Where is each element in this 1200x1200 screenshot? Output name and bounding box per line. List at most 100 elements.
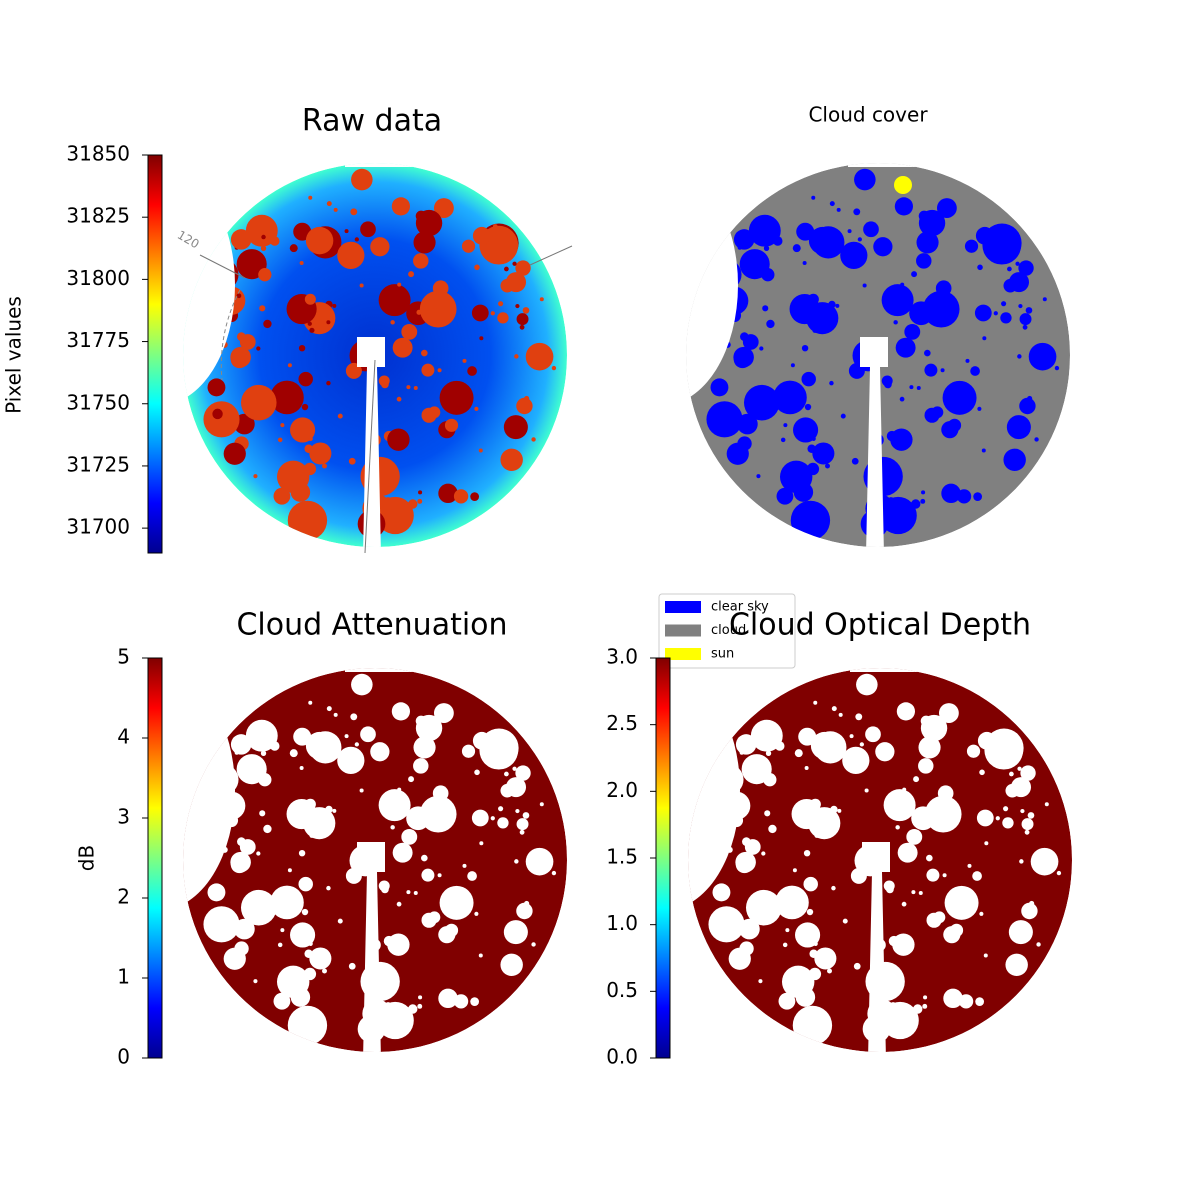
image-blob — [390, 320, 395, 325]
colorbar-tick-label: 1 — [117, 965, 130, 989]
image-blob — [303, 967, 317, 981]
image-blob — [438, 483, 458, 504]
image-blob — [974, 304, 992, 322]
image-blob — [512, 766, 517, 771]
colorbar — [655, 657, 671, 1059]
image-blob — [370, 742, 390, 762]
colorbar-tick-label: 0.0 — [606, 1045, 638, 1069]
image-blob — [782, 942, 788, 948]
image-blob — [497, 817, 509, 829]
image-blob — [433, 198, 454, 218]
image-blob — [401, 323, 418, 340]
image-blob — [337, 918, 343, 924]
image-blob — [995, 224, 1001, 229]
image-blob — [309, 327, 315, 333]
image-blob — [829, 380, 834, 386]
image-blob — [922, 1003, 928, 1009]
colorbar-label: dB — [75, 845, 99, 871]
image-blob — [1030, 847, 1059, 876]
image-blob — [354, 742, 359, 747]
image-blob — [740, 332, 749, 341]
image-blob — [397, 282, 402, 287]
image-blob — [1027, 395, 1033, 402]
image-blob — [470, 492, 480, 502]
sky-image — [686, 163, 1070, 547]
image-blob — [743, 384, 780, 421]
image-blob — [504, 266, 509, 272]
image-blob — [256, 346, 261, 351]
image-blob — [309, 947, 332, 970]
image-blob — [1017, 766, 1022, 771]
image-blob — [831, 706, 837, 712]
colorbar-tick-label: 2.0 — [606, 778, 638, 802]
image-blob — [236, 293, 242, 299]
colorbar-tick-label: 1.0 — [606, 911, 638, 935]
image-blob — [768, 824, 777, 834]
image-blob — [240, 889, 277, 926]
polar-circle — [220, 289, 241, 381]
image-blob — [438, 988, 458, 1009]
image-blob — [354, 237, 359, 242]
image-blob — [896, 702, 916, 721]
image-blob — [831, 825, 836, 830]
image-blob — [453, 994, 469, 1009]
sky-image — [688, 668, 1072, 1052]
image-blob — [1017, 354, 1022, 359]
image-blob — [305, 731, 334, 760]
image-blob — [516, 818, 529, 831]
image-blob — [413, 736, 436, 759]
image-blob — [503, 415, 528, 440]
image-blob — [764, 234, 769, 240]
image-blob — [1028, 342, 1057, 371]
image-blob — [432, 785, 449, 802]
image-blob — [519, 324, 525, 330]
image-blob — [977, 264, 983, 271]
image-blob — [847, 229, 852, 234]
colorbar-tick-label: 31825 — [66, 204, 130, 228]
legend-label: clear sky — [711, 600, 769, 615]
image-blob — [1042, 297, 1047, 302]
image-blob — [421, 868, 435, 882]
image-blob — [1018, 303, 1023, 309]
image-blob — [397, 787, 402, 792]
image-blob — [289, 244, 298, 253]
image-blob — [762, 305, 769, 312]
image-blob — [883, 789, 916, 822]
image-blob — [708, 906, 745, 943]
image-blob — [853, 962, 861, 970]
image-blob — [522, 812, 530, 819]
image-blob — [940, 368, 945, 373]
image-blob — [892, 933, 915, 956]
image-blob — [857, 237, 862, 242]
image-blob — [778, 992, 796, 1010]
image-blob — [261, 739, 266, 745]
image-blob — [807, 444, 816, 453]
image-blob — [245, 214, 278, 247]
image-blob — [811, 436, 816, 441]
image-blob — [982, 336, 987, 341]
image-blob — [1022, 324, 1028, 330]
image-blob — [863, 221, 879, 238]
image-blob — [462, 358, 467, 363]
image-blob — [308, 700, 313, 705]
image-blob — [853, 208, 861, 216]
image-blob — [261, 234, 266, 240]
image-blob — [761, 851, 766, 856]
image-blob — [514, 859, 519, 864]
image-blob — [305, 226, 334, 255]
image-blob — [827, 968, 832, 974]
colorbar-tick-label: 4 — [117, 725, 130, 749]
image-blob — [301, 403, 309, 411]
image-blob — [359, 283, 364, 288]
image-blob — [326, 380, 331, 386]
panel-title: Raw data — [302, 104, 442, 139]
image-blob — [230, 855, 249, 874]
image-blob — [259, 305, 266, 312]
colorbar — [147, 657, 163, 1059]
image-blob — [298, 876, 313, 892]
image-blob — [924, 363, 938, 377]
image-blob — [280, 423, 285, 428]
image-blob — [758, 979, 763, 984]
image-blob — [360, 726, 376, 743]
image-blob — [505, 272, 527, 293]
